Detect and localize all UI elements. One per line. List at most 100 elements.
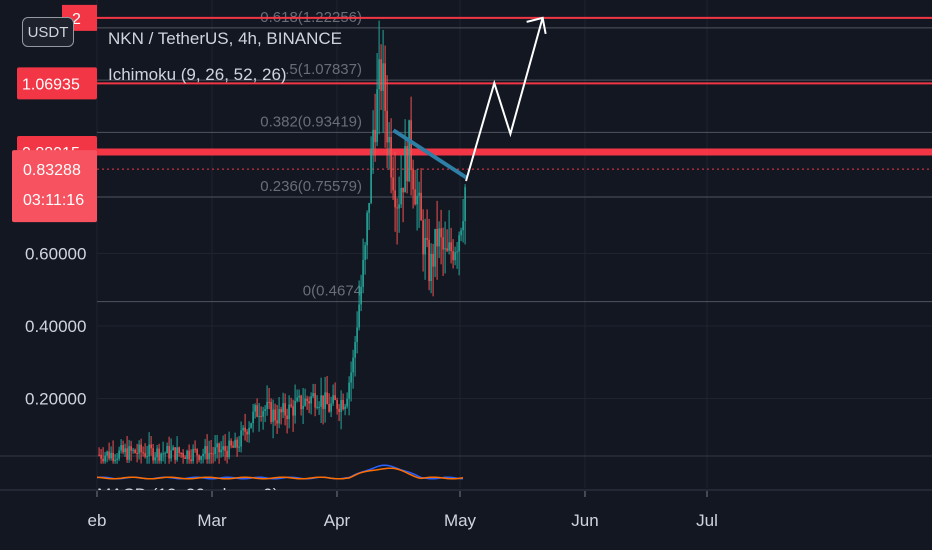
candle-body [304, 398, 306, 406]
candle-body [246, 431, 248, 435]
candle-body [454, 252, 456, 261]
candle-body [204, 446, 206, 454]
candle-body [286, 415, 288, 420]
x-tick-label: May [444, 511, 477, 530]
y-tick-label: 0.60000 [25, 245, 86, 264]
candle-body [230, 440, 232, 446]
macd-pane [96, 464, 464, 480]
candle-body [134, 449, 136, 454]
candle-body [182, 453, 184, 458]
candle-body [310, 396, 312, 404]
candle-body [276, 420, 278, 424]
candle-body [288, 404, 290, 420]
fib-retracement[interactable]: 0.618(1.22256).5(1.07837)0.382(0.93419)0… [97, 9, 932, 303]
candle-body [318, 406, 320, 408]
candle-body [348, 382, 350, 399]
arrow-head [526, 16, 547, 35]
fib-label-0.382: 0.382(0.93419) [260, 113, 362, 130]
candle-body [406, 146, 408, 182]
candle-body [444, 248, 446, 250]
candle-body [252, 411, 254, 424]
fib-label-0: 0(0.4674 [303, 283, 362, 300]
candle-body [274, 409, 276, 421]
candle-body [210, 452, 212, 454]
candle-body [322, 395, 324, 410]
candle-body [324, 392, 326, 410]
candle-body [270, 401, 272, 422]
candle-body [358, 304, 360, 328]
current-price-tag [12, 150, 97, 223]
price-tag [17, 67, 97, 100]
candle-body [114, 459, 116, 462]
candle-body [306, 398, 308, 401]
candle-body [110, 452, 112, 459]
candle-body [396, 207, 398, 209]
grid [0, 0, 932, 491]
candle-body [366, 212, 368, 246]
candle-body [106, 451, 108, 456]
candle-body [336, 400, 338, 409]
candle-body [388, 136, 390, 143]
candle-body [112, 452, 114, 462]
macd-label[interactable]: MACD (12, 26, close, 9) [97, 485, 278, 504]
candle-body [326, 392, 328, 405]
candle-body [148, 444, 150, 457]
price-series [98, 20, 466, 464]
candle-body [242, 427, 244, 431]
candle-body [116, 458, 118, 460]
currency-button[interactable]: USDT [22, 17, 74, 47]
candle-body [150, 444, 152, 449]
indicator-label[interactable]: Ichimoku (9, 26, 52, 26) [108, 65, 287, 84]
candle-body [294, 400, 296, 416]
candle-body [442, 237, 444, 250]
resistance-lines[interactable] [97, 16, 932, 170]
candle-body [372, 129, 374, 150]
candle-body [300, 395, 302, 410]
candle-body [138, 444, 140, 454]
candle-body [338, 408, 340, 412]
candle-body [222, 446, 224, 450]
candle-body [340, 399, 342, 412]
candle-body [298, 395, 300, 398]
candle-body [214, 447, 216, 455]
candle-body [170, 450, 172, 459]
candle-body [140, 444, 142, 453]
candle-body [120, 445, 122, 451]
candle-body [364, 245, 366, 260]
candle-body [292, 406, 294, 416]
current-price-label: 0.83288 [23, 162, 81, 179]
candle-body [334, 395, 336, 401]
candle-body [186, 450, 188, 459]
candle-body [332, 395, 334, 404]
fib-label-0.5: .5(1.07837) [285, 61, 362, 78]
candle-body [132, 449, 134, 451]
axes: eb Mar Apr May Jun Jul 0.20000 0.40000 0.60000 [25, 245, 718, 531]
candle-body [254, 405, 256, 412]
candle-body [258, 415, 260, 417]
candle-body [156, 448, 158, 458]
drawings[interactable] [392, 16, 547, 182]
trendline [392, 128, 468, 180]
candle-body [350, 372, 352, 383]
candle-body [352, 357, 354, 373]
candle-body [160, 453, 162, 461]
candle-body [152, 448, 154, 461]
candle-body [166, 446, 168, 454]
candle-body [400, 187, 402, 205]
candle-body [180, 452, 182, 454]
candle-body [346, 398, 348, 407]
candle-body [190, 459, 192, 462]
candle-body [418, 192, 420, 196]
candle-body [164, 453, 166, 455]
candle-body [266, 401, 268, 410]
candle-body [426, 238, 428, 240]
candle-body [330, 403, 332, 412]
candle-body [136, 453, 138, 455]
candle-body [172, 447, 174, 451]
candle-body [126, 448, 128, 460]
bar-countdown-label: 03:11:16 [23, 192, 84, 209]
candle-body [142, 452, 144, 454]
candle-body [248, 427, 250, 435]
